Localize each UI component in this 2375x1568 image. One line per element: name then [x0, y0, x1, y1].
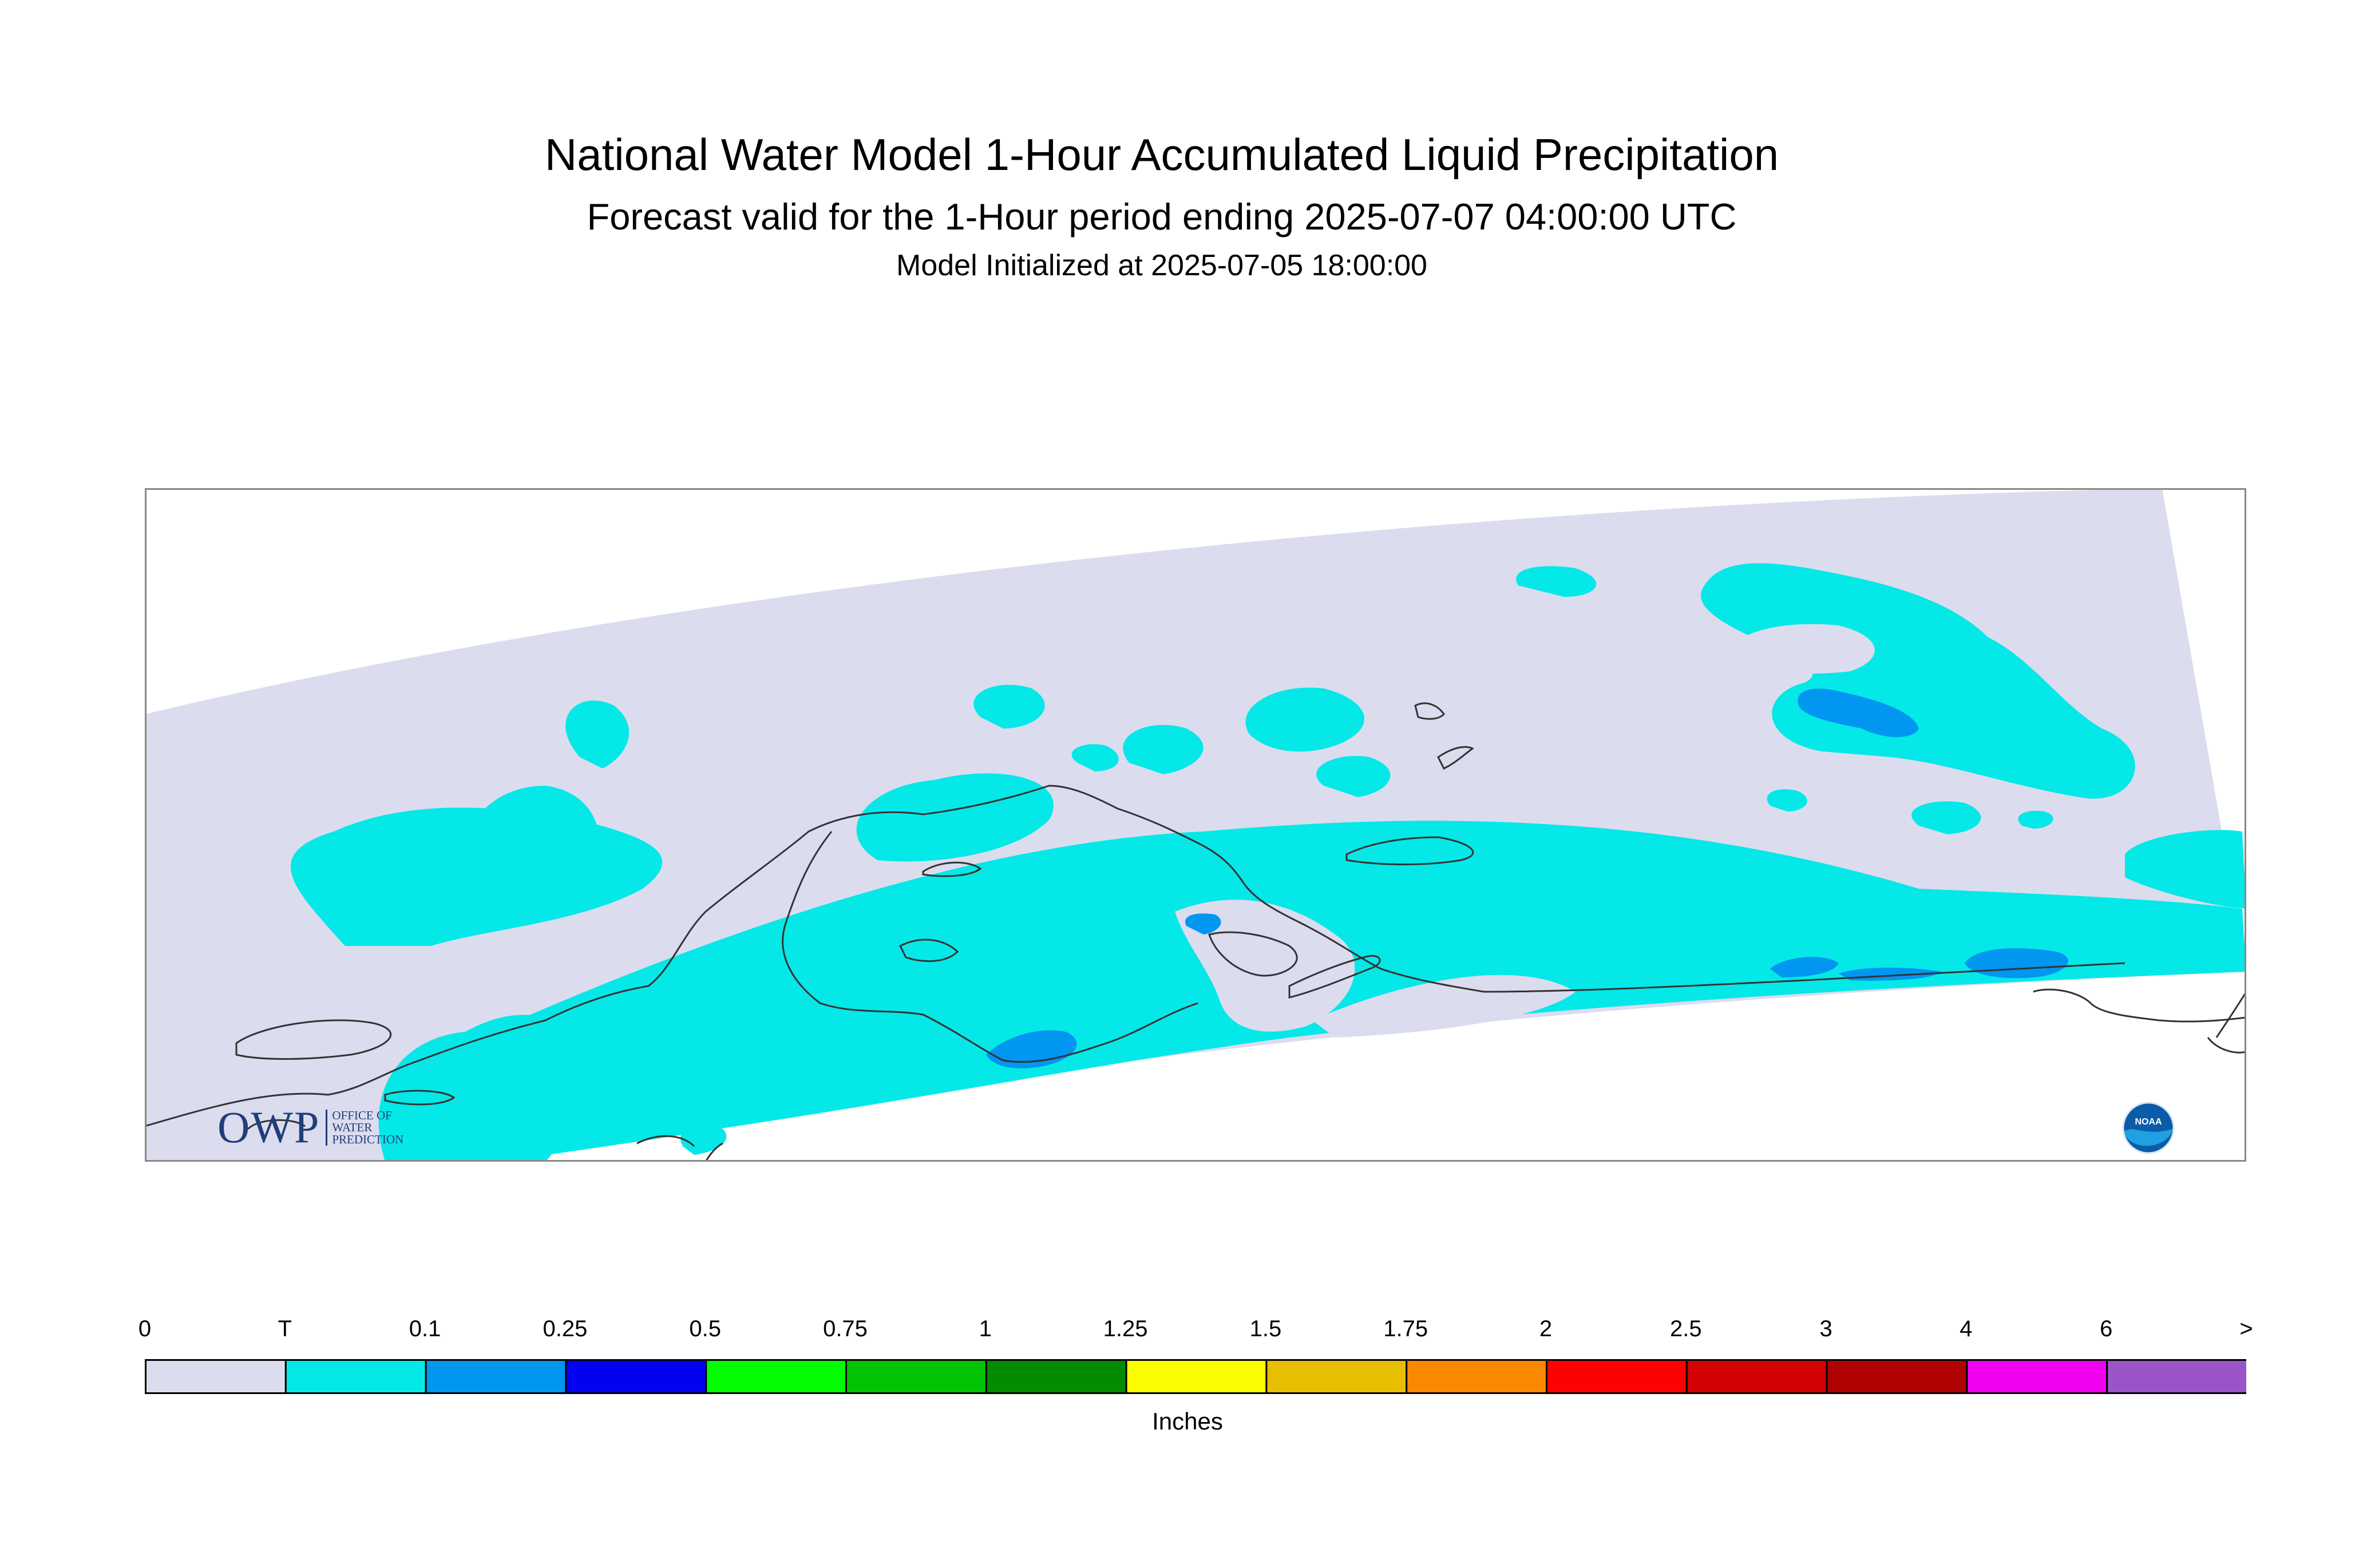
- legend-tick-label: 3: [1819, 1316, 1832, 1341]
- coastline: [1208, 931, 1298, 977]
- precipitation-map: [145, 488, 2246, 1162]
- legend-labels: 0 T 0.1 0.25 0.5 0.75 1 1.25 1.5 1.75 2 2.5 3 4 6 >: [0, 1316, 2375, 1351]
- legend-swatch: [1966, 1359, 2108, 1394]
- precip-cell: [1316, 756, 1391, 797]
- coastline: [384, 1090, 456, 1106]
- legend-tick-label: 1.75: [1383, 1316, 1428, 1341]
- coastline: [235, 1019, 392, 1060]
- legend-tick-label: 1: [979, 1316, 992, 1341]
- coastline: [898, 939, 959, 963]
- legend-swatch: [1546, 1359, 1688, 1394]
- legend-swatch: [1826, 1359, 1968, 1394]
- owp-logo-line: OFFICE OF: [332, 1108, 392, 1122]
- coastline: [247, 1119, 306, 1130]
- coastline: [2215, 991, 2246, 1038]
- title-block: National Water Model 1-Hour Accumulated …: [0, 126, 2323, 284]
- precip-cell: [378, 1015, 588, 1162]
- coastline: [1345, 836, 1474, 865]
- legend-tick-label: 1.5: [1249, 1316, 1282, 1341]
- coastline: [636, 1135, 695, 1147]
- legend-swatch: [1265, 1359, 1408, 1394]
- precip-cell: [1770, 957, 1839, 977]
- trace-precip-areas: [290, 563, 2246, 1162]
- coastline: [1288, 955, 1381, 999]
- legend-swatch: [1685, 1359, 1828, 1394]
- precip-cell: [461, 786, 600, 919]
- precip-cell: [680, 1123, 727, 1155]
- legend-units: Inches: [1152, 1408, 1223, 1435]
- legend-tick-label: 0.25: [543, 1316, 588, 1341]
- coastline: [145, 785, 2125, 1127]
- precip-cell: [2125, 830, 2246, 909]
- legend-swatch: [425, 1359, 567, 1394]
- owp-logo-text: OFFICE OF WATER PREDICTION: [326, 1108, 404, 1146]
- model-init-time: Model Initialized at 2025-07-05 18:00:00: [896, 249, 1427, 282]
- legend-swatch: [705, 1359, 848, 1394]
- legend-tick-label: 0.75: [823, 1316, 868, 1341]
- legend-tick-label: 6: [2100, 1316, 2113, 1341]
- coastline: [1414, 702, 1445, 720]
- precip-cell: [856, 773, 1054, 862]
- legend-tick-label: T: [278, 1316, 292, 1341]
- coastline: [704, 1142, 723, 1162]
- precip-cell: [1700, 563, 2135, 799]
- precip-cell: [565, 700, 630, 769]
- noaa-logo-text: NOAA: [2135, 1117, 2162, 1127]
- legend-tick-label: >: [2239, 1316, 2253, 1341]
- precip-cell: [1798, 688, 1919, 737]
- precip-cell: [1245, 687, 1364, 752]
- legend-tick-label: 0: [138, 1316, 152, 1341]
- coastline: [782, 831, 1198, 1063]
- map-title: National Water Model 1-Hour Accumulated …: [544, 129, 1779, 180]
- legend-tick-label: 4: [1960, 1316, 1973, 1341]
- precip-cell: [973, 684, 1045, 728]
- owp-logo: OWP OFFICE OF WATER PREDICTION: [217, 1102, 403, 1153]
- noaa-logo: NOAA: [2122, 1102, 2175, 1154]
- coastline: [922, 861, 982, 877]
- owp-logo-line: WATER: [332, 1120, 373, 1134]
- legend-tick-label: 1.25: [1103, 1316, 1148, 1341]
- coastline: [2207, 1037, 2246, 1054]
- dry-area: [1729, 624, 1875, 674]
- legend-tick-label: 2: [1539, 1316, 1553, 1341]
- legend-swatch: [565, 1359, 707, 1394]
- precip-cell: [1516, 566, 1597, 597]
- coastlines: [145, 702, 2246, 1162]
- legend-swatch: [985, 1359, 1127, 1394]
- legend-tick-label: 2.5: [1669, 1316, 1702, 1341]
- coastline: [2033, 988, 2246, 1023]
- dry-area: [1312, 975, 1576, 1038]
- legend-swatch: [1406, 1359, 1547, 1394]
- legend-tick-label: 0.5: [689, 1316, 721, 1341]
- precip-cell: [1123, 724, 1204, 774]
- owp-logo-mark: OWP: [217, 1102, 320, 1152]
- legend-swatch: [845, 1359, 987, 1394]
- legend-colorbar: [145, 1359, 2246, 1394]
- legend-tick-label: 0.1: [409, 1316, 441, 1341]
- legend-swatch: [2106, 1359, 2246, 1394]
- precip-cell: [1185, 913, 1221, 935]
- legend-swatch: [1125, 1359, 1268, 1394]
- precip-cell: [1911, 801, 1981, 834]
- owp-logo-line: PREDICTION: [332, 1132, 404, 1146]
- map-frame: [145, 488, 2246, 1162]
- coastline: [1437, 746, 1474, 770]
- precip-cell: [1071, 744, 1119, 771]
- precip-cell: [1767, 789, 1807, 811]
- map-subtitle: Forecast valid for the 1-Hour period end…: [587, 196, 1737, 237]
- precip-cell: [491, 821, 2246, 1162]
- legend-swatch: [145, 1359, 287, 1394]
- precip-cell: [2018, 810, 2053, 829]
- legend-swatch: [284, 1359, 427, 1394]
